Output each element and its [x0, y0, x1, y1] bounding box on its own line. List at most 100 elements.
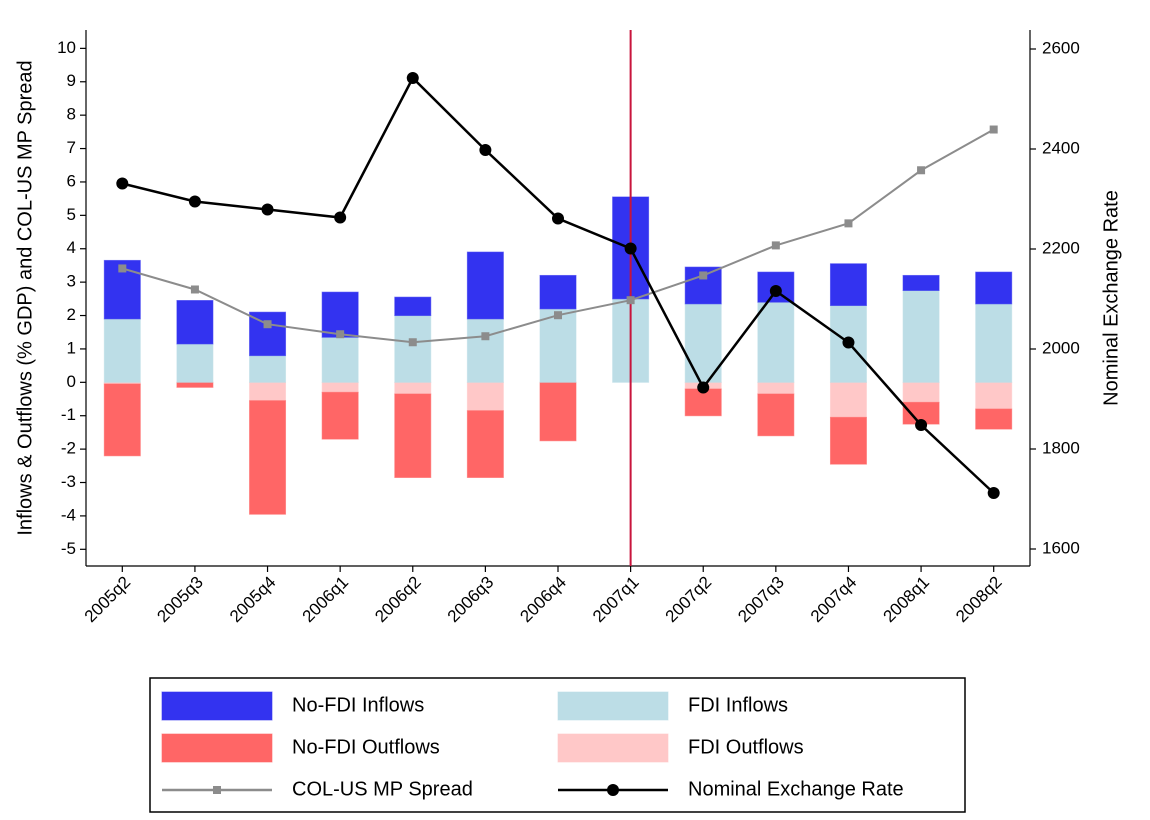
y2-tick-label: 2000 — [1042, 338, 1080, 357]
legend-label: FDI Inflows — [688, 694, 788, 716]
point — [190, 285, 199, 294]
y2-tick-label: 2400 — [1042, 138, 1080, 157]
legend-label: No-FDI Inflows — [292, 694, 424, 716]
point — [336, 330, 345, 339]
y-tick-label: 8 — [67, 105, 76, 124]
bar — [684, 303, 722, 383]
legend-swatch — [557, 733, 669, 763]
y-tick-label: -3 — [61, 472, 76, 491]
y-tick-label: 5 — [67, 205, 76, 224]
legend-label: Nominal Exchange Rate — [688, 778, 904, 800]
bar — [466, 381, 504, 412]
y-tick-label: 9 — [67, 71, 76, 90]
point — [116, 177, 129, 190]
point — [118, 264, 127, 273]
bar — [321, 336, 359, 383]
bar — [975, 271, 1013, 305]
point — [334, 211, 347, 224]
point — [406, 72, 419, 84]
bar — [902, 381, 940, 403]
y2-tick-label: 1800 — [1042, 438, 1080, 457]
bar — [466, 251, 504, 320]
bar — [321, 391, 359, 440]
legend-marker — [213, 786, 221, 794]
bar — [902, 289, 940, 383]
legend-swatch — [161, 691, 273, 721]
bar — [539, 274, 577, 310]
point — [842, 336, 855, 349]
y-tick-label: 7 — [67, 138, 76, 157]
bar — [103, 383, 141, 457]
point — [188, 195, 201, 208]
bar — [249, 381, 287, 402]
y2-tick-label: 2600 — [1042, 38, 1080, 57]
y-tick-label: 6 — [67, 171, 76, 190]
bar — [539, 308, 577, 383]
bar — [539, 381, 577, 442]
point — [915, 419, 928, 431]
bar — [757, 301, 795, 383]
bar — [466, 410, 504, 479]
legend-label: No-FDI Outflows — [292, 736, 440, 758]
bar — [394, 315, 432, 383]
y2-tick-label: 2200 — [1042, 238, 1080, 257]
bar — [829, 263, 867, 307]
point — [552, 212, 564, 225]
y2-axis-title: Nominal Exchange Rate — [1100, 190, 1122, 406]
legend-swatch — [557, 691, 669, 721]
point — [626, 296, 635, 305]
y-tick-label: 2 — [67, 305, 76, 324]
point — [408, 338, 417, 347]
y-tick-label: -4 — [61, 505, 76, 524]
bar — [757, 393, 795, 437]
bar — [176, 300, 214, 345]
point — [261, 203, 274, 216]
bar — [176, 343, 214, 383]
point — [769, 285, 782, 297]
bar — [249, 355, 287, 383]
legend-swatch — [161, 733, 273, 763]
point — [699, 271, 708, 280]
y-tick-label: 1 — [67, 338, 76, 357]
bar — [757, 381, 795, 395]
bar — [103, 318, 141, 383]
bar — [249, 400, 287, 515]
legend-label: COL-US MP Spread — [292, 778, 473, 800]
y-tick-label: 0 — [67, 372, 76, 391]
point — [989, 125, 998, 134]
bar — [829, 416, 867, 465]
y-tick-label: -1 — [61, 405, 76, 424]
y-tick-label: 4 — [67, 238, 76, 257]
bar — [176, 381, 214, 388]
legend-label: FDI Outflows — [688, 736, 804, 758]
bar — [466, 318, 504, 383]
point — [987, 487, 1000, 499]
legend-marker — [607, 784, 619, 796]
point — [917, 166, 926, 175]
point — [844, 219, 853, 228]
bar — [394, 393, 432, 479]
point — [263, 320, 272, 329]
bar — [829, 381, 867, 418]
bar — [902, 274, 940, 291]
bar — [394, 381, 432, 395]
bar — [321, 381, 359, 393]
point — [481, 332, 490, 341]
y-tick-label: 3 — [67, 272, 76, 291]
point — [554, 311, 562, 320]
y2-tick-label: 1600 — [1042, 538, 1080, 557]
bar — [321, 291, 359, 338]
y-tick-label: -2 — [61, 439, 76, 458]
point — [624, 242, 637, 255]
bar — [975, 381, 1013, 410]
point — [771, 241, 780, 250]
point — [479, 144, 492, 156]
point — [697, 381, 710, 394]
bar — [394, 296, 432, 317]
y-tick-label: 10 — [57, 38, 76, 57]
bar — [975, 303, 1013, 383]
y-tick-label: -5 — [61, 539, 76, 558]
bar — [975, 408, 1013, 430]
y-axis-title: Inflows & Outflows (% GDP) and COL-US MP… — [14, 60, 36, 535]
